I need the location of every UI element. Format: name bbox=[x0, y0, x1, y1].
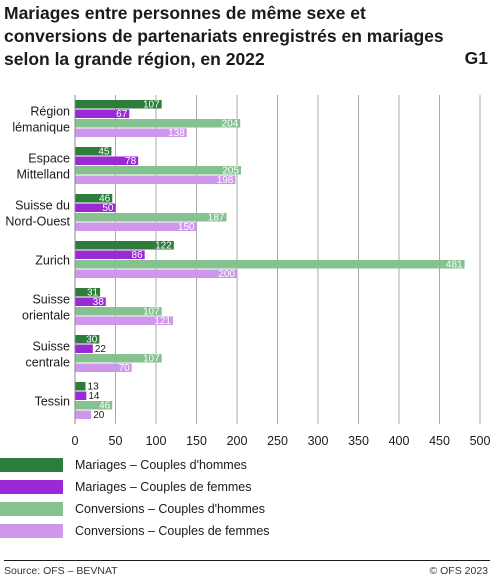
category-label: Zurich bbox=[35, 254, 70, 268]
bar-2-7 bbox=[75, 391, 87, 400]
category-label: Suisse bbox=[32, 293, 70, 307]
data-label: 205 bbox=[222, 166, 239, 177]
bar-4-4 bbox=[75, 269, 237, 278]
bar-3-7 bbox=[75, 401, 113, 410]
legend-label: Conversions – Couples de femmes bbox=[75, 524, 270, 538]
bar-1-7 bbox=[75, 382, 86, 391]
legend-swatch bbox=[0, 524, 63, 538]
bar-1-2 bbox=[75, 147, 112, 156]
data-label: 200 bbox=[218, 269, 235, 280]
x-tick-label: 350 bbox=[348, 434, 369, 448]
category-label: centrale bbox=[26, 356, 71, 370]
data-label: 22 bbox=[95, 344, 107, 355]
data-label: 187 bbox=[208, 213, 225, 224]
bar-1-6 bbox=[75, 335, 100, 344]
bar-3-6 bbox=[75, 354, 162, 363]
data-label: 121 bbox=[154, 316, 171, 327]
x-tick-label: 150 bbox=[186, 434, 207, 448]
legend-item: Mariages – Couples de femmes bbox=[0, 480, 251, 494]
x-tick-label: 450 bbox=[429, 434, 450, 448]
bar-3-4 bbox=[75, 260, 465, 269]
category-label: Suisse du bbox=[15, 199, 70, 213]
category-label: orientale bbox=[22, 309, 70, 323]
data-label: 70 bbox=[119, 363, 131, 374]
category-label: Tessin bbox=[35, 395, 70, 409]
data-label: 138 bbox=[168, 128, 185, 139]
data-label: 107 bbox=[143, 100, 160, 111]
bar-2-6 bbox=[75, 344, 93, 353]
data-label: 107 bbox=[143, 307, 160, 318]
legend-item: Conversions – Couples de femmes bbox=[0, 524, 270, 538]
bar-4-2 bbox=[75, 175, 236, 184]
data-label: 14 bbox=[88, 391, 100, 402]
bar-1-1 bbox=[75, 100, 162, 109]
x-tick-label: 0 bbox=[72, 434, 79, 448]
legend-label: Mariages – Couples de femmes bbox=[75, 480, 252, 494]
bar-1-3 bbox=[75, 194, 113, 203]
data-label: 107 bbox=[143, 354, 160, 365]
data-label: 122 bbox=[155, 241, 172, 252]
legend-swatch bbox=[0, 502, 63, 516]
source-note: Source: OFS – BEVNAT bbox=[4, 565, 118, 577]
data-label: 198 bbox=[217, 175, 234, 186]
category-label: Mittelland bbox=[17, 168, 71, 182]
legend-item: Mariages – Couples d'hommes bbox=[0, 458, 247, 472]
bar-2-1 bbox=[75, 109, 130, 118]
legend-swatch bbox=[0, 458, 63, 472]
bar-3-3 bbox=[75, 213, 227, 222]
bar-2-4 bbox=[75, 250, 145, 259]
bar-3-5 bbox=[75, 307, 162, 316]
x-tick-label: 200 bbox=[227, 434, 248, 448]
category-label: Espace bbox=[28, 152, 70, 166]
figure-number: G1 bbox=[464, 48, 488, 68]
data-label: 30 bbox=[86, 335, 98, 346]
data-label: 38 bbox=[93, 297, 105, 308]
data-label: 86 bbox=[132, 250, 144, 261]
category-label: Nord-Ouest bbox=[5, 215, 70, 229]
copyright-note: © OFS 2023 bbox=[429, 565, 488, 577]
bar-4-1 bbox=[75, 128, 187, 137]
bar-4-6 bbox=[75, 363, 132, 372]
bar-4-7 bbox=[75, 410, 92, 419]
category-label: Suisse bbox=[32, 340, 70, 354]
category-label: Région bbox=[30, 105, 70, 119]
x-tick-label: 100 bbox=[146, 434, 167, 448]
data-label: 46 bbox=[99, 401, 111, 412]
data-label: 204 bbox=[222, 119, 239, 130]
category-label: lémanique bbox=[12, 121, 70, 135]
data-label: 20 bbox=[93, 410, 105, 421]
x-tick-label: 250 bbox=[267, 434, 288, 448]
x-tick-label: 300 bbox=[308, 434, 329, 448]
x-tick-label: 500 bbox=[470, 434, 491, 448]
data-label: 13 bbox=[88, 382, 100, 393]
data-label: 46 bbox=[99, 194, 111, 205]
bar-4-3 bbox=[75, 222, 197, 231]
data-label: 50 bbox=[102, 203, 114, 214]
chart-title: Mariages entre personnes de même sexe et… bbox=[4, 3, 444, 69]
bar-2-2 bbox=[75, 156, 139, 165]
bar-2-3 bbox=[75, 203, 116, 212]
bar-1-4 bbox=[75, 241, 174, 250]
bar-3-1 bbox=[75, 119, 241, 128]
data-label: 481 bbox=[446, 260, 463, 271]
bar-1-5 bbox=[75, 288, 101, 297]
data-label: 31 bbox=[87, 288, 99, 299]
x-tick-label: 50 bbox=[109, 434, 123, 448]
legend-label: Conversions – Couples d'hommes bbox=[75, 502, 265, 516]
data-label: 67 bbox=[116, 109, 128, 120]
data-label: 150 bbox=[178, 222, 195, 233]
footer-divider bbox=[4, 560, 490, 561]
data-label: 78 bbox=[125, 156, 137, 167]
data-label: 45 bbox=[98, 147, 110, 158]
legend-label: Mariages – Couples d'hommes bbox=[75, 458, 247, 472]
legend-item: Conversions – Couples d'hommes bbox=[0, 502, 265, 516]
bar-3-2 bbox=[75, 166, 242, 175]
bar-4-5 bbox=[75, 316, 174, 325]
bar-2-5 bbox=[75, 297, 106, 306]
x-tick-label: 400 bbox=[389, 434, 410, 448]
legend-swatch bbox=[0, 480, 63, 494]
